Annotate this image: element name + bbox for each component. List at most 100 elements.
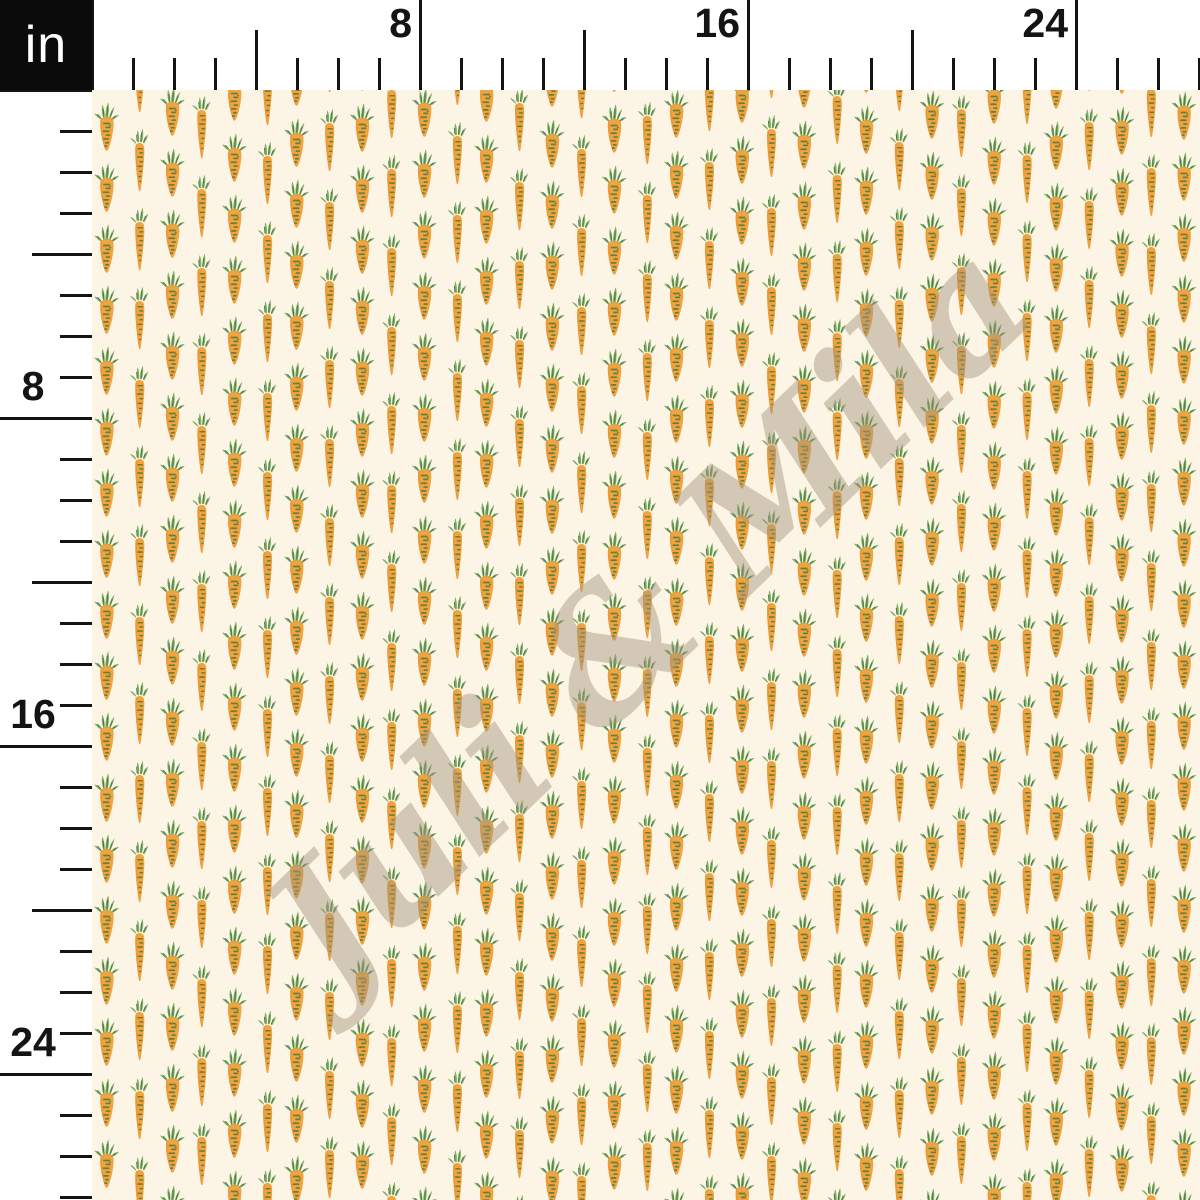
carrot-icon bbox=[191, 727, 211, 791]
carrot-icon bbox=[129, 444, 149, 508]
carrot-icon bbox=[601, 164, 628, 215]
ruler-tick bbox=[32, 252, 92, 256]
ruler-tick bbox=[213, 58, 217, 90]
carrot-icon bbox=[571, 1003, 591, 1067]
carrot-icon bbox=[729, 927, 756, 978]
carrot-icon bbox=[761, 746, 781, 810]
carrot-icon bbox=[473, 377, 500, 428]
carrot-icon bbox=[1016, 140, 1037, 204]
carrot-icon bbox=[349, 1139, 376, 1190]
carrot-icon bbox=[1043, 1096, 1070, 1147]
carrot-icon bbox=[918, 150, 945, 201]
carrot-icon bbox=[663, 820, 690, 871]
carrot-icon bbox=[761, 272, 781, 336]
carrot-icon bbox=[539, 423, 566, 474]
carrot-icon bbox=[1141, 1022, 1161, 1086]
carrot-icon bbox=[191, 411, 211, 475]
carrot-icon bbox=[381, 1181, 401, 1200]
carrot-icon bbox=[729, 683, 756, 734]
carrot-icon bbox=[853, 775, 880, 826]
carrot-icon bbox=[1079, 660, 1099, 724]
carrot-icon bbox=[539, 606, 566, 657]
carrot-icon bbox=[319, 1056, 339, 1120]
carrot-icon bbox=[1016, 772, 1037, 836]
carrot-icon bbox=[447, 279, 467, 343]
carrot-icon bbox=[93, 1077, 120, 1128]
carrot-icon bbox=[319, 266, 339, 330]
carrot-icon bbox=[601, 652, 628, 703]
carrot-icon bbox=[951, 94, 971, 158]
carrot-icon bbox=[827, 1029, 847, 1093]
carrot-icon bbox=[853, 226, 880, 277]
carrot-icon bbox=[221, 620, 248, 671]
carrot-icon bbox=[729, 561, 756, 612]
carrot-icon bbox=[283, 605, 310, 656]
carrot-icon bbox=[981, 806, 1008, 857]
carrot-icon bbox=[889, 1154, 909, 1200]
carrot-icon bbox=[1079, 90, 1099, 92]
carrot-icon bbox=[601, 591, 628, 642]
carrot-icon bbox=[601, 1018, 628, 1069]
carrot-icon bbox=[381, 233, 401, 297]
carrot-icon bbox=[473, 743, 500, 794]
carrot-icon bbox=[1016, 851, 1037, 915]
carrot-icon bbox=[509, 799, 529, 863]
carrot-icon bbox=[571, 924, 591, 988]
carrot-icon bbox=[761, 588, 781, 652]
carrot-icon bbox=[1043, 303, 1070, 354]
carrot-icon bbox=[1170, 90, 1197, 141]
carrot-icon bbox=[663, 576, 690, 627]
carrot-icon bbox=[637, 180, 657, 244]
carrot-icon bbox=[509, 641, 529, 705]
carrot-icon bbox=[699, 384, 719, 448]
carrot-icon bbox=[827, 634, 847, 698]
carrot-icon bbox=[729, 1049, 756, 1100]
carrot-icon bbox=[637, 338, 657, 402]
carrot-icon bbox=[601, 1140, 628, 1191]
carrot-icon bbox=[761, 351, 781, 415]
carrot-icon bbox=[663, 881, 690, 932]
carrot-icon bbox=[159, 696, 186, 747]
ruler-tick bbox=[746, 0, 750, 90]
carrot-icon bbox=[159, 757, 186, 808]
ruler-tick bbox=[92, 0, 94, 90]
carrot-icon bbox=[191, 490, 211, 554]
carrot-icon bbox=[509, 1194, 529, 1200]
carrot-icon bbox=[951, 173, 971, 237]
carrot-icon bbox=[411, 209, 438, 260]
carrot-icon bbox=[221, 132, 248, 183]
carrot-icon bbox=[791, 90, 818, 109]
carrot-icon bbox=[349, 224, 376, 275]
carrot-icon bbox=[1079, 581, 1099, 645]
carrot-icon bbox=[827, 318, 847, 382]
carrot-icon bbox=[1108, 959, 1135, 1010]
carrot-icon bbox=[1043, 1157, 1070, 1200]
carrot-icon bbox=[539, 1094, 566, 1145]
carrot-icon bbox=[791, 485, 818, 536]
carrot-icon bbox=[411, 148, 438, 199]
carrot-icon bbox=[1016, 1088, 1037, 1152]
carrot-icon bbox=[1108, 227, 1135, 278]
carrot-icon bbox=[1043, 852, 1070, 903]
carrot-icon bbox=[381, 154, 401, 218]
carrot-icon bbox=[349, 529, 376, 580]
carrot-icon bbox=[93, 1138, 120, 1189]
carrot-icon bbox=[637, 891, 657, 955]
carrot-icon bbox=[918, 272, 945, 323]
carrot-icon bbox=[381, 470, 401, 534]
carrot-icon bbox=[853, 470, 880, 521]
carrot-icon bbox=[257, 1010, 277, 1074]
carrot-icon bbox=[283, 544, 310, 595]
carrot-icon bbox=[473, 438, 500, 489]
ruler-tick bbox=[295, 58, 299, 90]
carrot-icon bbox=[411, 636, 438, 687]
carrot-icon bbox=[1170, 1066, 1197, 1117]
carrot-icon bbox=[539, 179, 566, 230]
carrot-icon bbox=[729, 195, 756, 246]
carrot-icon bbox=[1079, 344, 1099, 408]
ruler-tick bbox=[1033, 58, 1037, 90]
carrot-icon bbox=[447, 121, 467, 185]
carrot-icon bbox=[791, 790, 818, 841]
carrot-icon bbox=[853, 714, 880, 765]
carrot-icon bbox=[283, 178, 310, 229]
